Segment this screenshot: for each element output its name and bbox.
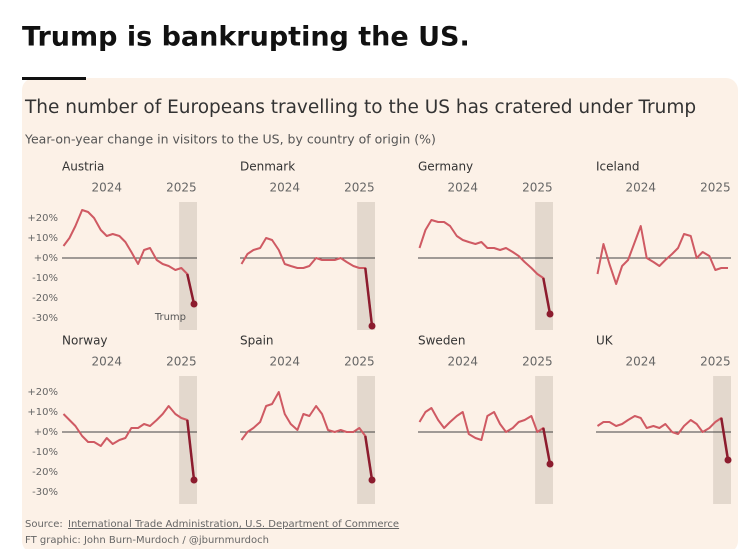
source-label: Source: [25,519,63,530]
shade [535,376,553,504]
highlight-segment [364,267,374,327]
series-line [418,407,552,465]
x-tick-label: 2025 [166,355,197,369]
last-point [546,310,554,318]
card [22,78,738,549]
panel-title: Spain [240,334,274,348]
series-line [596,415,730,461]
series-line [596,225,729,285]
credit: FT graphic: John Burn-Murdoch / @jburnmu… [25,535,269,546]
highlight-segment [186,419,196,481]
y-tick-label: -10% [32,447,58,458]
series-line [240,391,374,481]
x-tick-label: 2024 [625,181,656,195]
y-tick-label: +20% [27,387,58,398]
panel-title: UK [596,334,614,348]
y-tick-label: +20% [27,213,58,224]
panel-title: Denmark [240,160,295,174]
highlight-segment [542,277,552,315]
highlight-segment [186,273,196,305]
shade [179,376,197,504]
panel-title: Austria [62,160,104,174]
y-tick-label: -30% [32,313,58,324]
last-point [368,476,376,484]
x-tick-label: 2025 [344,181,375,195]
shade [179,202,197,330]
y-tick-label: +10% [27,233,58,244]
card-accent [22,77,86,80]
last-point [190,300,198,308]
highlight-segment [720,417,730,461]
x-tick-label: 2024 [447,181,478,195]
x-tick-label: 2025 [700,355,731,369]
y-tick-label: -30% [32,487,58,498]
y-tick-label: -20% [32,293,58,304]
last-point [190,476,198,484]
series-line [62,209,195,305]
panel-title: Sweden [418,334,465,348]
y-tick-label: +0% [34,253,58,264]
y-tick-label: -10% [32,273,58,284]
series-line [418,219,552,315]
panel-title: Iceland [596,160,639,174]
x-tick-label: 2024 [269,355,300,369]
x-tick-label: 2025 [344,355,375,369]
x-tick-label: 2024 [91,181,122,195]
annotation: Trump [154,312,186,323]
highlight-segment [542,427,552,465]
x-tick-label: 2024 [625,355,656,369]
shade [713,376,731,504]
y-tick-label: +10% [27,407,58,418]
shade [535,202,553,330]
last-point [368,322,376,330]
panel-title: Norway [62,334,108,348]
panel-title: Germany [418,160,473,174]
post-title: Trump is bankrupting the US. [22,22,470,53]
y-tick-label: -20% [32,467,58,478]
series-line [240,237,374,327]
shade [357,202,375,330]
chart-title: The number of Europeans travelling to th… [24,97,696,118]
x-tick-label: 2025 [700,181,731,195]
y-tick-label: +0% [34,427,58,438]
x-tick-label: 2025 [522,355,553,369]
last-point [724,456,732,464]
x-tick-label: 2025 [522,181,553,195]
x-tick-label: 2025 [166,181,197,195]
source-link[interactable]: International Trade Administration, U.S.… [68,519,399,530]
x-tick-label: 2024 [269,181,300,195]
last-point [546,460,554,468]
x-tick-label: 2024 [447,355,478,369]
series-line [62,405,196,481]
chart-subtitle: Year-on-year change in visitors to the U… [24,132,436,147]
highlight-segment [364,435,374,481]
x-tick-label: 2024 [91,355,122,369]
